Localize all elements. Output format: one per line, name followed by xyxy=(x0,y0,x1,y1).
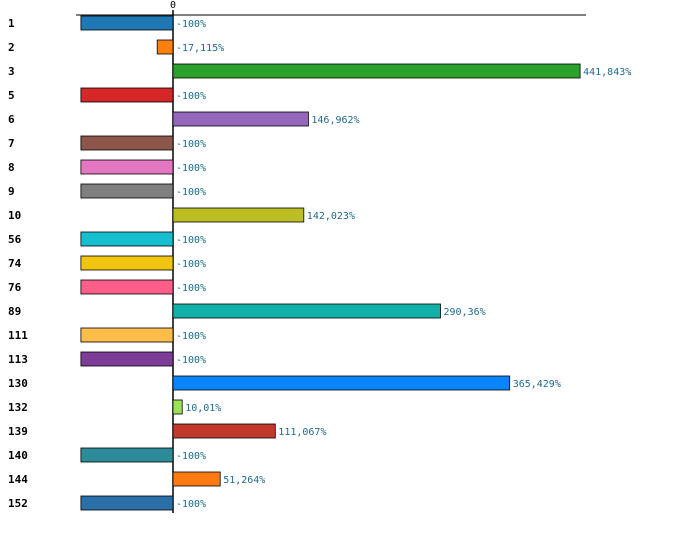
category-label-111: 111 xyxy=(8,329,28,342)
value-label-130: 365,429% xyxy=(513,379,561,390)
bar-2 xyxy=(156,39,174,55)
category-label-130: 130 xyxy=(8,377,28,390)
value-label-9: -100% xyxy=(176,187,206,198)
bar-8 xyxy=(80,159,174,175)
category-label-6: 6 xyxy=(8,113,15,126)
value-label-139: 111,067% xyxy=(278,427,326,438)
category-label-140: 140 xyxy=(8,449,28,462)
category-label-56: 56 xyxy=(8,233,22,246)
category-label-9: 9 xyxy=(8,185,15,198)
category-label-5: 5 xyxy=(8,89,15,102)
value-label-8: -100% xyxy=(176,163,206,174)
bars-group: 1 -100% 2 -17,115% 3 441,843% 5 -100% 6 146,962% 7… xyxy=(8,15,631,511)
value-label-74: -100% xyxy=(176,259,206,270)
value-label-152: -100% xyxy=(176,499,206,510)
bar-144 xyxy=(172,471,221,487)
value-label-76: -100% xyxy=(176,283,206,294)
bar-6 xyxy=(172,111,309,127)
zero-tick-label: 0 xyxy=(170,0,176,11)
bar-111 xyxy=(80,327,174,343)
value-label-7: -100% xyxy=(176,139,206,150)
bar-7 xyxy=(80,135,174,151)
bar-74 xyxy=(80,255,174,271)
bar-3 xyxy=(172,63,581,79)
bar-5 xyxy=(80,87,174,103)
value-label-111: -100% xyxy=(176,331,206,342)
value-label-10: 142,023% xyxy=(307,211,355,222)
category-label-74: 74 xyxy=(8,257,22,270)
value-label-5: -100% xyxy=(176,91,206,102)
category-label-8: 8 xyxy=(8,161,15,174)
bar-113 xyxy=(80,351,174,367)
category-label-144: 144 xyxy=(8,473,28,486)
category-label-3: 3 xyxy=(8,65,15,78)
category-label-132: 132 xyxy=(8,401,28,414)
value-label-89: 290,36% xyxy=(444,307,486,318)
bar-9 xyxy=(80,183,174,199)
bar-130 xyxy=(172,375,511,391)
category-label-139: 139 xyxy=(8,425,28,438)
category-label-2: 2 xyxy=(8,41,15,54)
value-label-2: -17,115% xyxy=(176,43,224,54)
category-label-7: 7 xyxy=(8,137,15,150)
value-label-132: 10,01% xyxy=(185,403,221,414)
value-label-113: -100% xyxy=(176,355,206,366)
category-label-10: 10 xyxy=(8,209,21,222)
value-label-6: 146,962% xyxy=(311,115,359,126)
bar-132 xyxy=(172,399,183,415)
category-label-76: 76 xyxy=(8,281,22,294)
value-label-1: -100% xyxy=(176,19,206,30)
category-label-113: 113 xyxy=(8,353,28,366)
value-label-144: 51,264% xyxy=(223,475,265,486)
value-label-3: 441,843% xyxy=(583,67,631,78)
bar-76 xyxy=(80,279,174,295)
bar-10 xyxy=(172,207,305,223)
bar-140 xyxy=(80,447,174,463)
bar-56 xyxy=(80,231,174,247)
bar-139 xyxy=(172,423,276,439)
bar-89 xyxy=(172,303,441,319)
bar-1 xyxy=(80,15,174,31)
bar-152 xyxy=(80,495,174,511)
value-label-56: -100% xyxy=(176,235,206,246)
value-label-140: -100% xyxy=(176,451,206,462)
category-label-1: 1 xyxy=(8,17,15,30)
category-label-89: 89 xyxy=(8,305,21,318)
category-label-152: 152 xyxy=(8,497,28,510)
